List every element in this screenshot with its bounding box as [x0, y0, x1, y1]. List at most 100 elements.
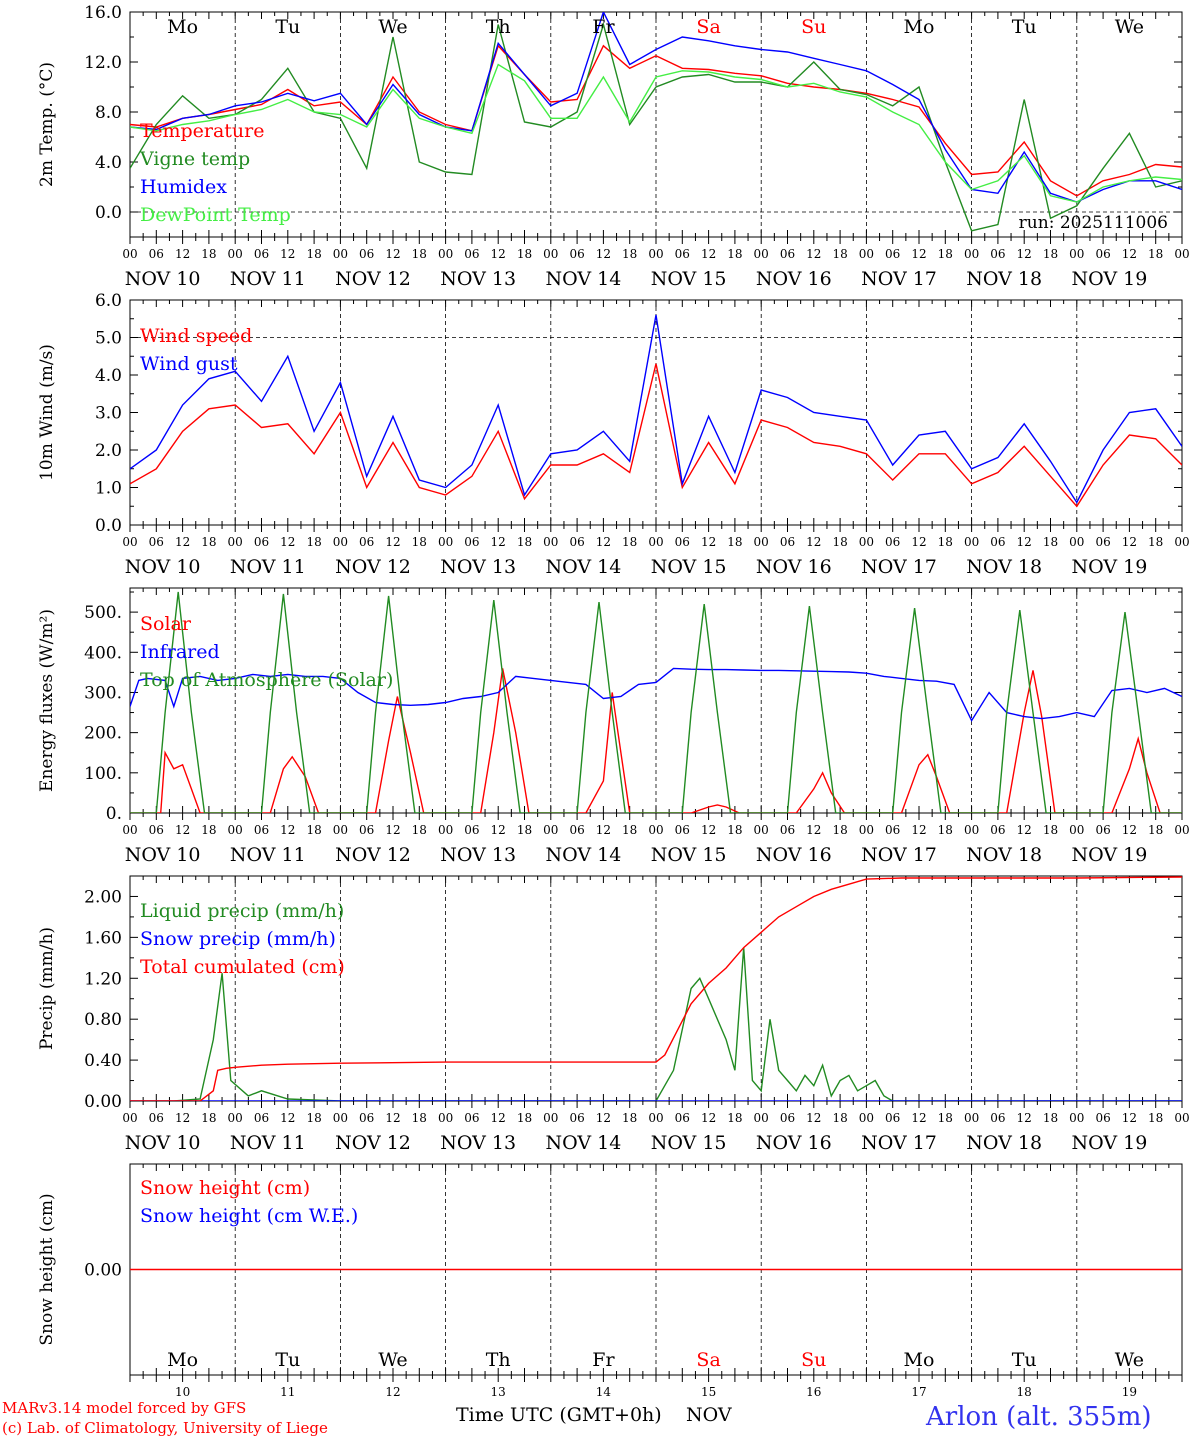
hour-tick-label: 00 [1174, 535, 1189, 549]
legend-entry: Temperature [140, 120, 264, 142]
hour-tick-label: 12 [1122, 823, 1137, 837]
hour-tick-label: 06 [885, 535, 900, 549]
panel-wind [129, 299, 1183, 532]
hour-tick-label: 12 [385, 247, 400, 261]
hour-tick-label: 18 [306, 1111, 321, 1125]
hour-tick-label: 06 [254, 823, 269, 837]
legend-entry: Snow precip (mm/h) [140, 928, 336, 950]
y-axis-label: 2m Temp. (°C) [37, 62, 57, 187]
date-label: NOV 13 [440, 844, 516, 866]
day-of-week-label: Mo [904, 1349, 935, 1371]
legend-entry: Humidex [140, 176, 227, 198]
hour-tick-label: 12 [911, 247, 926, 261]
hour-tick-label: 06 [990, 1111, 1005, 1125]
day-number-label: 14 [596, 1385, 612, 1399]
hour-tick-label: 12 [911, 823, 926, 837]
hour-tick-label: 00 [754, 823, 769, 837]
hour-tick-label: 12 [1017, 823, 1032, 837]
hour-tick-label: 18 [201, 535, 216, 549]
day-of-week-label: We [1115, 16, 1144, 38]
series-line-wind-speed [130, 363, 1182, 508]
date-label: NOV 18 [966, 268, 1042, 290]
hour-tick-label: 06 [254, 247, 269, 261]
legend-entry: Snow height (cm) [140, 1177, 310, 1199]
y-tick-label: 4.0 [95, 153, 122, 173]
date-label: NOV 11 [230, 1132, 306, 1154]
hour-tick-label: 06 [569, 823, 584, 837]
date-label: NOV 16 [756, 556, 832, 578]
hour-tick-label: 18 [832, 1111, 847, 1125]
hour-tick-label: 06 [885, 247, 900, 261]
hour-tick-label: 00 [648, 247, 663, 261]
hour-tick-label: 00 [1174, 823, 1189, 837]
series-line-wind-gust [130, 314, 1182, 504]
date-label: NOV 15 [651, 1132, 727, 1154]
y-tick-label: 0. [106, 804, 122, 824]
series-line-top-of-atmosphere-solar- [130, 591, 1182, 813]
hour-tick-label: 18 [938, 823, 953, 837]
series-line-total-cumulated-cm- [130, 876, 1182, 1101]
hour-tick-label: 18 [622, 823, 637, 837]
day-of-week-label: Mo [167, 1349, 198, 1371]
hour-tick-label: 18 [306, 535, 321, 549]
hour-tick-label: 00 [859, 1111, 874, 1125]
hour-tick-label: 18 [938, 1111, 953, 1125]
series-line-vigne-temp [130, 21, 1182, 232]
y-tick-label: 1.20 [84, 969, 122, 989]
day-of-week-label: Mo [904, 16, 935, 38]
hour-tick-label: 00 [754, 535, 769, 549]
day-of-week-label: Mo [167, 16, 198, 38]
hour-tick-label: 00 [964, 823, 979, 837]
date-label: NOV 18 [966, 844, 1042, 866]
legend-entry: Infrared [140, 641, 220, 663]
date-label: NOV 10 [125, 844, 201, 866]
hour-tick-label: 06 [885, 1111, 900, 1125]
date-label: NOV 17 [861, 844, 937, 866]
y-axis-label: Precip (mm/h) [37, 927, 57, 1050]
legend-entry: Total cumulated (cm) [140, 956, 345, 978]
hour-tick-label: 18 [306, 823, 321, 837]
day-of-week-label: We [378, 1349, 407, 1371]
hour-tick-label: 12 [175, 823, 190, 837]
hour-tick-label: 12 [385, 535, 400, 549]
day-of-week-label: Su [801, 1349, 826, 1371]
y-tick-label: 300. [84, 683, 122, 703]
series-line-infrared [130, 667, 1182, 723]
date-label: NOV 13 [440, 268, 516, 290]
hour-tick-label: 12 [491, 1111, 506, 1125]
hour-tick-label: 12 [1122, 247, 1137, 261]
date-label: NOV 11 [230, 268, 306, 290]
hour-tick-label: 18 [201, 1111, 216, 1125]
month-label: NOV [686, 1404, 732, 1426]
hour-tick-label: 06 [149, 1111, 164, 1125]
date-label: NOV 19 [1071, 1132, 1147, 1154]
date-label: NOV 13 [440, 556, 516, 578]
panel-precip [129, 875, 1183, 1108]
y-tick-label: 12.0 [84, 53, 122, 73]
hour-tick-label: 00 [122, 247, 137, 261]
hour-tick-label: 00 [1069, 823, 1084, 837]
hour-tick-label: 00 [1069, 247, 1084, 261]
hour-tick-label: 06 [359, 823, 374, 837]
x-axis-label: Time UTC (GMT+0h) [456, 1404, 662, 1426]
hour-tick-label: 12 [385, 1111, 400, 1125]
day-of-week-label: Fr [592, 16, 615, 38]
legend-entry: Vigne temp [139, 148, 250, 170]
hour-tick-label: 12 [175, 247, 190, 261]
hour-tick-label: 18 [517, 1111, 532, 1125]
hour-tick-label: 00 [333, 247, 348, 261]
date-label: NOV 12 [335, 556, 411, 578]
station-label: Arlon (alt. 355m) [926, 1402, 1152, 1432]
hour-tick-label: 00 [859, 823, 874, 837]
legend-entry: Snow height (cm W.E.) [140, 1205, 358, 1227]
hour-tick-label: 12 [911, 535, 926, 549]
hour-tick-label: 06 [149, 535, 164, 549]
series-line-liquid-precip-mm-h- [130, 947, 1182, 1101]
date-label: NOV 17 [861, 556, 937, 578]
hour-tick-label: 06 [254, 1111, 269, 1125]
hour-tick-label: 12 [280, 247, 295, 261]
hour-tick-label: 18 [622, 1111, 637, 1125]
hour-tick-label: 06 [1095, 823, 1110, 837]
hour-tick-label: 12 [596, 247, 611, 261]
y-tick-label: 0.00 [84, 1261, 122, 1281]
